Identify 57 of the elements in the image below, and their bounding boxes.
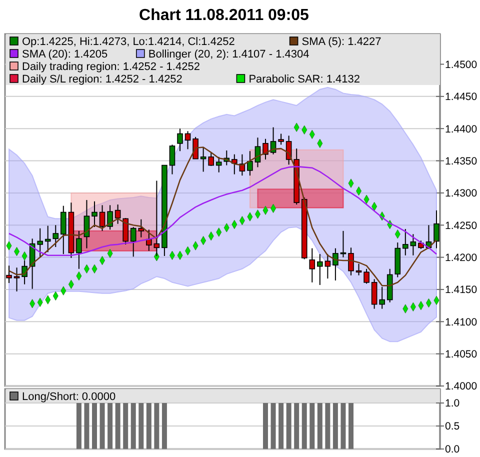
candlestick <box>200 147 206 172</box>
y-tick-label: 1.4200 <box>445 252 478 264</box>
y-tick-label: 1.4450 <box>445 91 478 104</box>
candlestick <box>364 268 370 284</box>
candlestick <box>332 248 338 281</box>
y-tick-label: 1.4400 <box>445 123 478 136</box>
legend-label: Daily S/L region: 1.4252 - 1.4252 <box>22 74 182 86</box>
candlestick <box>92 200 98 228</box>
candlestick <box>309 248 316 283</box>
candlestick <box>122 218 128 245</box>
candlestick <box>348 247 354 276</box>
legend-label: Parabolic SAR: 1.4132 <box>248 74 360 86</box>
candlestick <box>60 205 66 255</box>
legend-label: Daily trading region: 1.4252 - 1.4252 <box>22 61 200 73</box>
candlestick <box>76 230 82 270</box>
candlestick <box>232 154 238 175</box>
candlestick <box>184 130 191 150</box>
candlestick <box>278 133 284 146</box>
candlestick <box>14 267 20 292</box>
candlestick <box>52 224 59 248</box>
candlestick <box>434 210 440 249</box>
legend-label: SMA (5): 1.4227 <box>302 36 382 48</box>
candlestick <box>317 254 323 286</box>
candlestick <box>37 228 43 258</box>
candlestick <box>107 204 113 230</box>
y-tick-label: 1.4050 <box>445 348 478 360</box>
candlestick <box>169 144 176 175</box>
candlestick <box>262 138 268 160</box>
candlestick <box>6 265 12 284</box>
candlestick <box>402 228 408 256</box>
candlestick <box>208 152 214 166</box>
y-tick-label: 1.4250 <box>445 220 478 232</box>
legend-label: SMA (20): 1.4205 <box>22 48 108 60</box>
candlestick <box>247 150 253 176</box>
legend-label: Op:1.4225, Hi:1.4273, Lo:1.4214, Cl:1.4252 <box>22 36 235 48</box>
y-tick-label: 1.4100 <box>445 316 478 328</box>
candlestick <box>44 225 51 253</box>
candlestick <box>379 286 385 310</box>
candlestick <box>410 234 416 256</box>
candlestick <box>356 263 362 276</box>
y-tick-label: 0.0 <box>445 444 460 456</box>
y-tick-label: 0.5 <box>445 420 460 433</box>
y-tick-label: 1.0 <box>445 398 460 410</box>
y-tick-label: 1.4150 <box>445 284 478 296</box>
candlestick <box>146 229 152 252</box>
legend-label: Bollinger (20, 2): 1.4107 - 1.4304 <box>148 48 310 60</box>
candlestick <box>99 204 106 232</box>
candlestick <box>324 254 331 280</box>
chart-title: Chart 11.08.2011 09:05 <box>139 7 310 24</box>
candlestick <box>177 128 183 152</box>
candlestick <box>114 204 121 224</box>
y-tick-label: 1.4300 <box>445 188 478 200</box>
legend-label: Long/Short: 0.0000 <box>22 391 116 403</box>
y-tick-label: 1.4350 <box>445 155 478 168</box>
y-tick-label: 1.4500 <box>445 58 478 71</box>
candlestick <box>371 278 378 310</box>
y-tick-label: 1.4000 <box>445 380 478 393</box>
